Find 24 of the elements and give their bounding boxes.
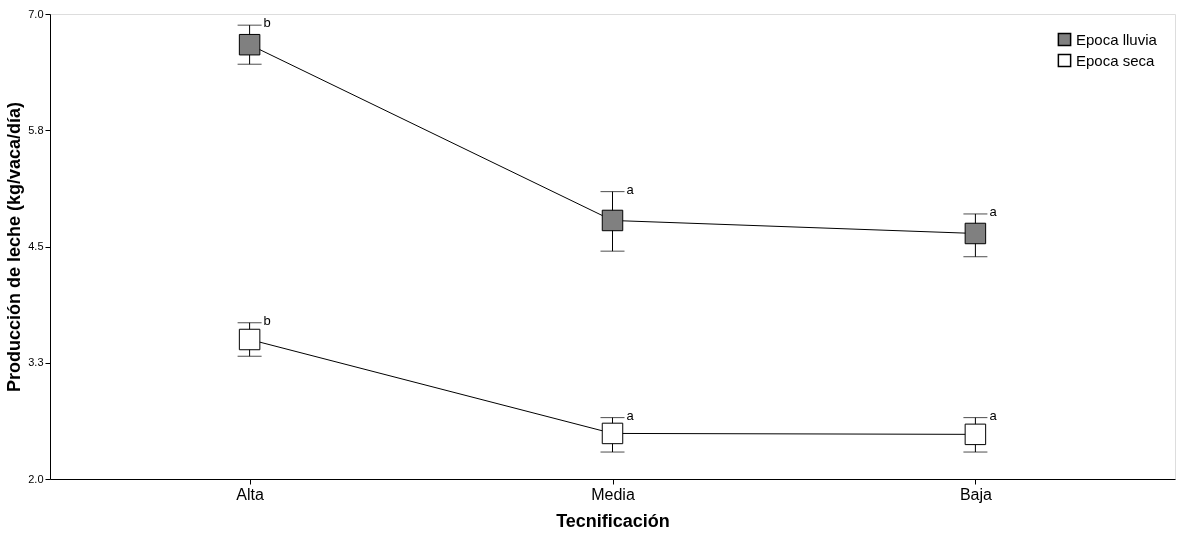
x-axis-title: Tecnificación (556, 510, 670, 531)
legend-label: Epoca lluvia (1076, 30, 1158, 48)
annotation: a (626, 407, 635, 423)
point (601, 209, 624, 232)
x-tick-label: Media (591, 485, 635, 503)
point (238, 328, 261, 351)
x-tick-label: Baja (959, 485, 993, 503)
annotation: a (989, 203, 998, 219)
y-axis-title: Producción de leche (kg/vaca/día) (4, 101, 25, 393)
y-tick-label: 7.0 (28, 7, 44, 20)
y-tick-label: 4.5 (28, 240, 44, 252)
point (238, 33, 261, 56)
annotation: a (989, 407, 998, 423)
annotation: a (626, 181, 635, 197)
y-tick-label: 2.0 (28, 472, 44, 485)
point (964, 222, 987, 245)
annotation: b (263, 15, 271, 31)
point (601, 422, 624, 445)
legend-label: Epoca seca (1076, 51, 1156, 69)
x-tick-label: Alta (236, 485, 264, 503)
point (964, 423, 987, 446)
y-tick-label: 3.3 (28, 356, 44, 369)
y-tick-label: 5.8 (28, 123, 44, 136)
annotation: b (263, 312, 271, 328)
